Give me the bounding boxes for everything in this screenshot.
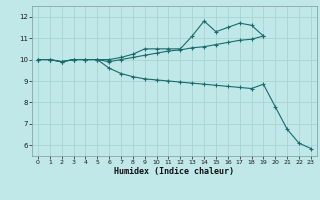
X-axis label: Humidex (Indice chaleur): Humidex (Indice chaleur) xyxy=(115,167,234,176)
